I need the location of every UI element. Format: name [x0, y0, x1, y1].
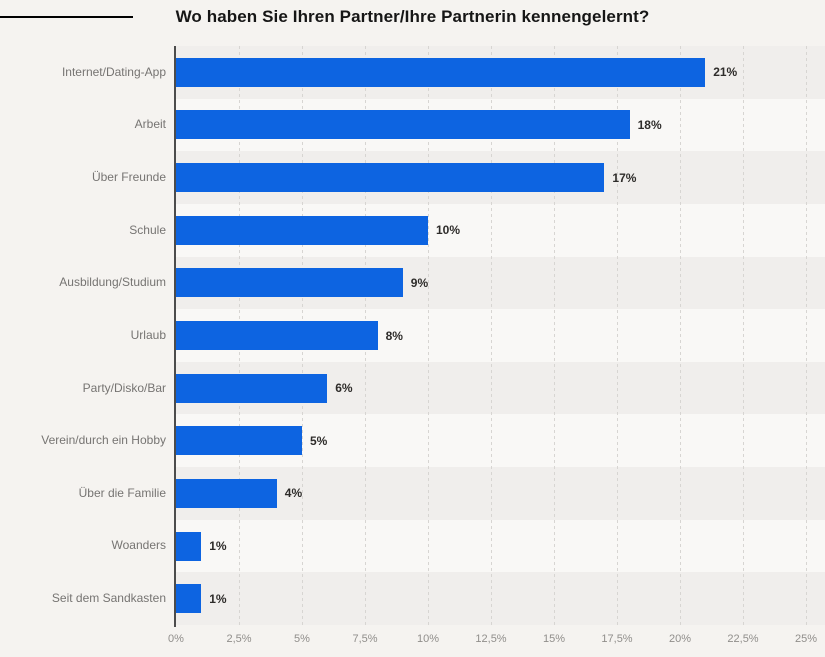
- gridline: [491, 46, 492, 625]
- bar-area: 6%: [176, 373, 806, 403]
- x-tick-label: 2,5%: [226, 633, 252, 645]
- category-label: Schule: [129, 222, 166, 237]
- value-label: 1%: [209, 591, 227, 606]
- category-label: Party/Disko/Bar: [82, 380, 166, 395]
- bar-area: 18%: [176, 110, 806, 140]
- category-label: Verein/durch ein Hobby: [41, 433, 166, 448]
- value-label: 4%: [284, 486, 303, 501]
- x-tick-label: 0%: [168, 633, 184, 645]
- category-label: Woanders: [111, 538, 166, 553]
- value-label: 17%: [612, 170, 637, 185]
- x-tick-label: 10%: [416, 633, 440, 645]
- bar: [176, 321, 378, 351]
- gridline: [617, 46, 618, 625]
- y-axis-line: [174, 46, 176, 627]
- value-label: 21%: [713, 65, 738, 80]
- bar: [176, 531, 202, 561]
- value-label: 18%: [637, 117, 662, 132]
- gridline: [428, 46, 429, 625]
- row-stripe: [176, 467, 825, 520]
- bar-row: Ausbildung/Studium 9%: [0, 257, 825, 310]
- x-tick-label: 5%: [294, 633, 310, 645]
- bar-row: Internet/Dating-App 21%: [0, 46, 825, 99]
- gridline: [806, 46, 807, 625]
- value-label: 6%: [335, 381, 353, 396]
- x-tick-label: 7,5%: [352, 633, 378, 645]
- bar: [176, 163, 605, 193]
- x-tick-label: 22,5%: [727, 633, 759, 645]
- bar: [176, 215, 428, 245]
- bar-row: Schule 10%: [0, 204, 825, 257]
- bar-row: Über die Familie 4%: [0, 467, 825, 520]
- bar-area: 5%: [176, 426, 806, 456]
- row-stripe: [176, 572, 825, 626]
- bar-area: 9%: [176, 268, 806, 298]
- category-label: Seit dem Sandkasten: [51, 591, 166, 606]
- bar-row: Party/Disko/Bar 6%: [0, 362, 825, 415]
- category-label: Über Freunde: [91, 170, 166, 184]
- bar-rows: Internet/Dating-App 21% Arbeit 18% Über Freu…: [0, 46, 825, 625]
- gridline: [554, 46, 555, 625]
- category-label: Ausbildung/Studium: [59, 275, 166, 290]
- chart-title: Wo haben Sie Ihren Partner/Ihre Partneri…: [175, 7, 650, 26]
- bar-area: 21%: [176, 57, 806, 87]
- bar: [176, 478, 277, 508]
- bar: [176, 110, 630, 140]
- bar-row: Verein/durch ein Hobby 5%: [0, 414, 825, 467]
- bar-area: 10%: [176, 215, 806, 245]
- value-label: 9%: [410, 275, 429, 290]
- gridline: [743, 46, 744, 625]
- category-label: Urlaub: [130, 327, 166, 342]
- value-label: 8%: [385, 328, 403, 343]
- category-label: Internet/Dating-App: [61, 64, 166, 79]
- bar-row: Urlaub 8%: [0, 309, 825, 362]
- row-stripes: [176, 46, 825, 626]
- x-axis-tick-labels: 0% 2,5% 5% 7,5% 10% 12,5% 15% 17,5% 20% 22,5% 25%: [168, 633, 817, 649]
- x-tick-label: 25%: [794, 633, 818, 645]
- x-tick-label: 20%: [668, 633, 692, 645]
- gridline: [680, 46, 681, 625]
- bar: [176, 584, 202, 614]
- bar-row: Über Freunde 17%: [0, 151, 825, 204]
- value-label: 5%: [310, 433, 328, 448]
- bar: [176, 426, 302, 456]
- bar-area: 17%: [176, 163, 806, 193]
- bar: [176, 268, 403, 298]
- bar: [176, 57, 706, 87]
- bar-area: 4%: [176, 478, 806, 508]
- bar-row: Arbeit 18%: [0, 99, 825, 152]
- bar-area: 1%: [176, 531, 806, 561]
- top-left-rule: [0, 16, 133, 18]
- value-label: 10%: [436, 223, 461, 238]
- x-tick-label: 17,5%: [601, 633, 633, 645]
- bar-row: Woanders 1%: [0, 520, 825, 573]
- bar-area: 8%: [176, 321, 806, 351]
- category-label: Arbeit: [134, 117, 166, 132]
- category-label: Über die Familie: [78, 485, 166, 500]
- bar: [176, 373, 328, 403]
- value-label: 1%: [209, 539, 227, 554]
- bar-area: 1%: [176, 584, 806, 614]
- row-stripe: [176, 519, 825, 573]
- x-tick-label: 12,5%: [475, 633, 507, 645]
- bar-row: Seit dem Sandkasten 1%: [0, 572, 825, 625]
- x-tick-label: 15%: [542, 633, 566, 645]
